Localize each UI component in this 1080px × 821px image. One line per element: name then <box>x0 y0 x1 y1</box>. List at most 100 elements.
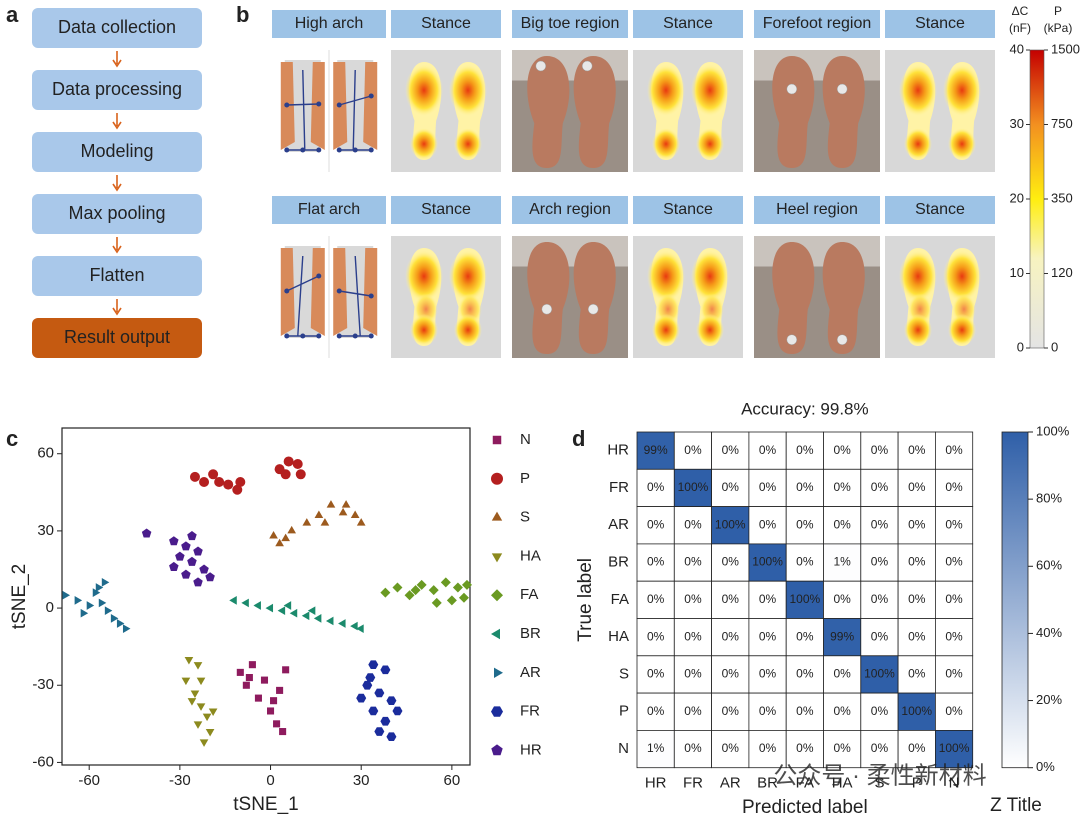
cell <box>935 655 974 694</box>
point <box>187 698 197 706</box>
point <box>314 510 324 518</box>
pressure-blob <box>652 127 680 160</box>
point <box>116 619 125 628</box>
point <box>287 525 297 534</box>
point <box>270 697 278 705</box>
pressure-blob <box>899 250 937 303</box>
cell <box>897 580 936 619</box>
landmark <box>336 333 342 339</box>
cell-label: 0% <box>684 667 702 681</box>
cell-label: 0% <box>908 517 926 531</box>
cell <box>636 730 675 769</box>
pressure-blob <box>454 127 482 160</box>
point <box>248 661 256 669</box>
cell-label: 0% <box>722 629 740 643</box>
header-label: Stance <box>421 15 471 32</box>
step-box <box>32 70 202 110</box>
cell-label: 0% <box>833 443 851 457</box>
cell-label: 0% <box>722 667 740 681</box>
cell <box>897 692 936 731</box>
pressure-blob <box>948 313 976 346</box>
point <box>446 595 457 606</box>
header-box <box>754 10 880 38</box>
cell-label: 0% <box>908 741 926 755</box>
point <box>326 500 336 508</box>
cell <box>935 431 974 470</box>
panel-letter: d <box>572 426 585 451</box>
point <box>187 531 197 541</box>
point <box>95 583 104 592</box>
point <box>325 616 334 626</box>
y-axis-label: True label <box>575 558 596 642</box>
point <box>452 582 463 593</box>
cell <box>935 468 974 507</box>
header-box <box>391 196 501 224</box>
y-tick-label: 60 <box>37 445 54 462</box>
header-box <box>633 196 743 224</box>
cell <box>860 431 899 470</box>
landmark <box>284 333 290 339</box>
row-label: BR <box>608 554 629 571</box>
landmark <box>352 147 358 153</box>
point <box>338 507 348 516</box>
cell <box>748 431 787 470</box>
point <box>104 606 113 615</box>
cell-label: 0% <box>796 517 814 531</box>
point <box>295 469 306 480</box>
point <box>416 579 427 590</box>
pressure-blob <box>696 127 724 160</box>
muscle <box>363 248 378 336</box>
header-label: Big toe region <box>521 15 620 32</box>
cell <box>748 506 787 545</box>
colorbar-title: P <box>1054 4 1062 18</box>
cell-label: 0% <box>684 555 702 569</box>
cell-label: 0% <box>871 443 889 457</box>
point <box>440 577 451 588</box>
panel-letter: b <box>236 2 249 27</box>
point <box>374 688 385 698</box>
point <box>196 677 206 686</box>
cell-label: 0% <box>759 592 777 606</box>
point <box>386 696 397 706</box>
colorbar-tick-label: 750 <box>1051 116 1073 131</box>
cell-label: 0% <box>871 555 889 569</box>
col-label: P <box>912 775 922 792</box>
header-label: Flat arch <box>298 201 360 218</box>
point <box>245 673 253 682</box>
cell-label: 0% <box>722 555 740 569</box>
pressure-map-bg <box>391 236 501 358</box>
point <box>241 598 249 608</box>
sensor-spot <box>836 83 848 95</box>
step-box <box>32 256 202 296</box>
cell-label: 0% <box>647 480 665 494</box>
legend-label: HA <box>520 547 541 564</box>
muscle <box>363 62 378 150</box>
point <box>205 729 215 737</box>
x-tick-label: -60 <box>78 772 100 789</box>
landmark <box>316 333 322 339</box>
point <box>368 660 379 670</box>
point <box>338 619 346 628</box>
cell-label: 0% <box>796 555 814 569</box>
pressure-blob <box>449 250 487 303</box>
header-label: Stance <box>663 15 713 32</box>
colorbar <box>1029 49 1045 349</box>
point <box>273 720 281 728</box>
landmark <box>284 147 290 153</box>
point <box>313 614 322 623</box>
pressure-blob <box>904 127 932 160</box>
pressure-blob <box>948 127 976 160</box>
point <box>283 601 292 610</box>
colorbar-tick-label: 20 <box>1010 190 1024 205</box>
cell <box>860 655 899 694</box>
cell-label: 0% <box>759 480 777 494</box>
point <box>232 484 243 495</box>
colorbar-tick-label: 0 <box>1017 339 1024 354</box>
cell <box>897 431 936 470</box>
cell-label: 0% <box>908 592 926 606</box>
cell <box>636 543 675 582</box>
col-label: S <box>874 775 884 792</box>
point <box>202 713 212 722</box>
header-box <box>754 196 880 224</box>
